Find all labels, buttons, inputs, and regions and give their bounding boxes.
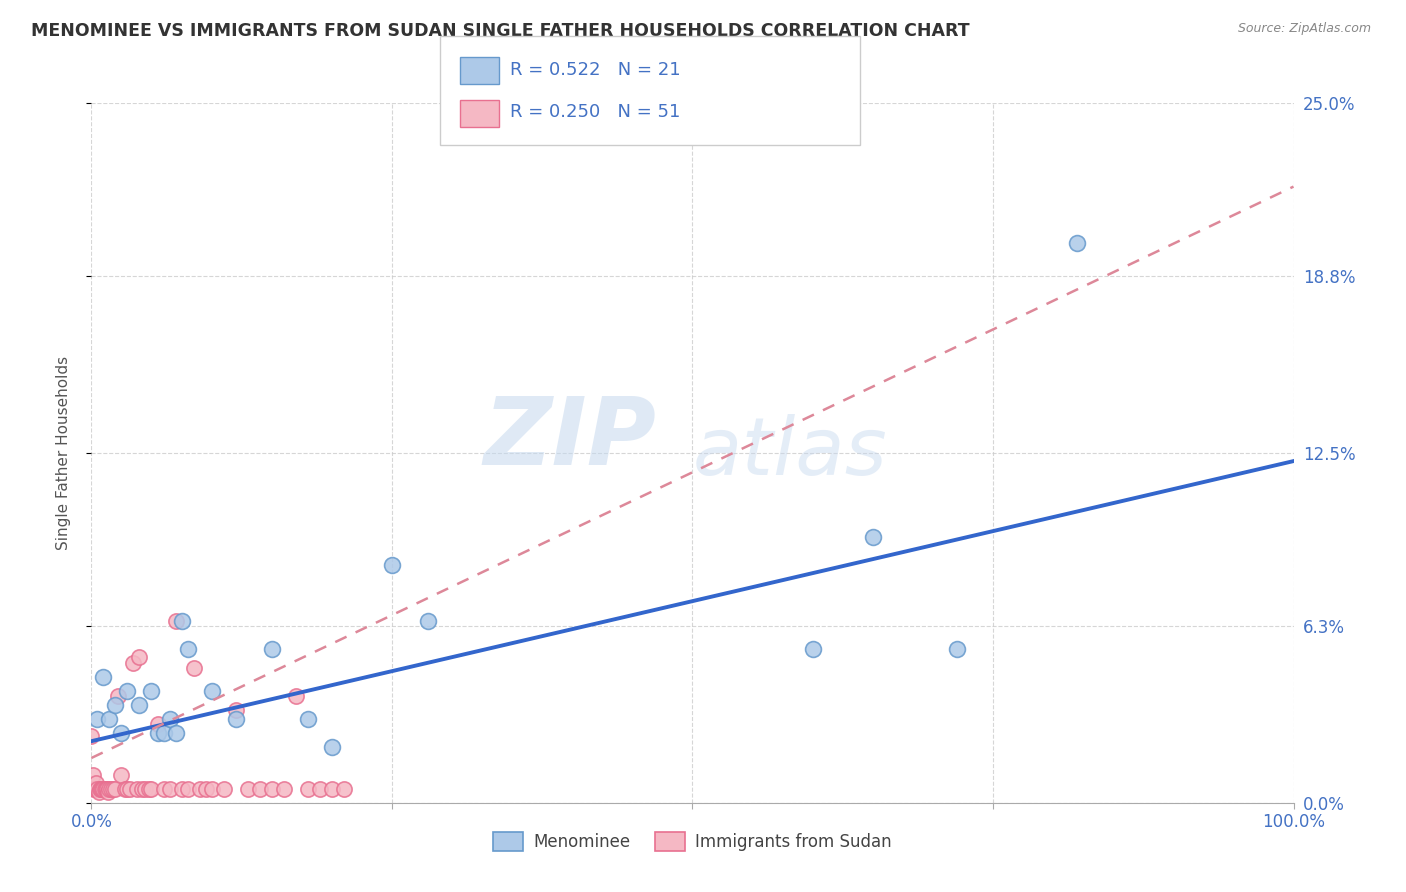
Point [141,683,163,698]
Point [170,614,193,628]
Point [117,781,139,796]
Point [128,698,150,712]
Point [194,781,217,796]
Point [946,641,969,656]
Point [84,781,107,796]
Point [201,683,224,698]
Point [260,781,283,796]
Point [96,781,118,796]
Point [212,781,235,796]
Point [273,781,295,796]
Point [152,726,174,740]
Point [297,712,319,726]
Text: MENOMINEE VS IMMIGRANTS FROM SUDAN SINGLE FATHER HOUSEHOLDS CORRELATION CHART: MENOMINEE VS IMMIGRANTS FROM SUDAN SINGL… [31,22,970,40]
Point [416,614,439,628]
Point [93,670,115,684]
Point [862,530,884,544]
Point [86,712,108,726]
Point [159,712,181,726]
Point [183,661,205,675]
Point [249,781,271,796]
Point [94,781,117,796]
Text: ZIP: ZIP [484,392,657,484]
Point [152,781,174,796]
Point [118,781,141,796]
Point [159,781,181,796]
Point [225,703,247,717]
Point [297,781,319,796]
Point [176,641,198,656]
Point [333,781,356,796]
Point [87,784,110,798]
Y-axis label: Single Father Households: Single Father Households [56,356,70,549]
Point [321,781,343,796]
Point [236,781,259,796]
Legend: Menominee, Immigrants from Sudan: Menominee, Immigrants from Sudan [486,825,898,857]
Point [93,781,115,796]
Point [100,781,122,796]
Point [90,781,112,796]
Point [82,768,104,782]
Point [381,558,404,572]
Point [84,776,107,790]
Text: atlas: atlas [692,414,887,491]
Point [97,784,120,798]
Point [107,690,129,704]
Point [225,712,247,726]
Point [101,781,124,796]
Point [104,698,127,712]
Point [110,726,132,740]
Point [321,739,343,754]
Point [104,781,127,796]
Text: R = 0.250   N = 51: R = 0.250 N = 51 [510,103,681,121]
Point [170,781,193,796]
Point [146,717,169,731]
Point [86,781,108,796]
Point [308,781,330,796]
Point [110,768,132,782]
Point [165,614,187,628]
Point [122,656,145,670]
Point [131,781,153,796]
Point [89,781,111,796]
Point [134,781,156,796]
Point [1066,235,1088,250]
Point [188,781,211,796]
Point [93,781,115,796]
Point [141,781,163,796]
Point [117,683,139,698]
Text: Source: ZipAtlas.com: Source: ZipAtlas.com [1237,22,1371,36]
Point [98,712,121,726]
Point [260,641,283,656]
Point [801,641,824,656]
Point [146,726,169,740]
Point [98,781,121,796]
Point [201,781,224,796]
Point [165,726,187,740]
Point [91,781,114,796]
Text: R = 0.522   N = 21: R = 0.522 N = 21 [510,61,681,78]
Point [80,729,103,743]
Point [284,690,307,704]
Point [125,781,148,796]
Point [128,650,150,665]
Point [114,781,136,796]
Point [83,781,105,796]
Point [138,781,160,796]
Point [176,781,198,796]
